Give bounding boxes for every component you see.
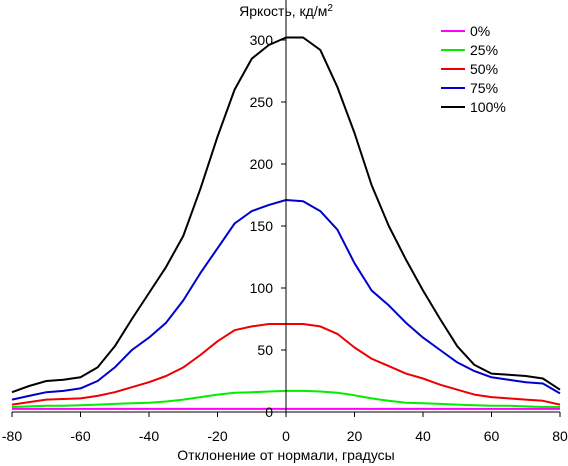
y-tick-label: 50	[257, 342, 273, 358]
y-axis-title: Яркость, кд/м2	[239, 3, 333, 19]
y-tick-label: 100	[250, 280, 274, 296]
legend-label: 0%	[470, 23, 490, 39]
x-tick-label: -80	[2, 428, 22, 444]
legend-label: 50%	[470, 61, 498, 77]
y-tick-label: 0	[265, 404, 273, 420]
x-axis-title: Отклонение от нормали, градусы	[177, 447, 394, 463]
legend-label: 25%	[470, 42, 498, 58]
y-tick-label: 250	[250, 94, 274, 110]
x-tick-label: 60	[484, 428, 500, 444]
x-tick-label: 0	[282, 428, 290, 444]
legend: 0% 25% 50% 75% 100%	[441, 23, 506, 115]
y-tick-label: 200	[250, 156, 274, 172]
x-tick-label: -60	[70, 428, 90, 444]
legend-label: 100%	[470, 99, 506, 115]
x-ticks: -80 -60 -40 -20 0 20 40 60 80	[2, 412, 568, 444]
y-tick-label: 150	[250, 218, 274, 234]
legend-label: 75%	[470, 80, 498, 96]
x-tick-label: -20	[207, 428, 227, 444]
y-ticks: 0 50 100 150 200 250 300	[250, 32, 286, 420]
x-tick-label: 80	[552, 428, 568, 444]
y-axis-title-main: Яркость, кд/м	[239, 3, 327, 19]
y-axis-title-superscript: 2	[327, 3, 333, 14]
x-tick-label: 20	[347, 428, 363, 444]
x-tick-label: -40	[139, 428, 159, 444]
x-tick-label: 40	[415, 428, 431, 444]
y-tick-label: 300	[250, 32, 274, 48]
